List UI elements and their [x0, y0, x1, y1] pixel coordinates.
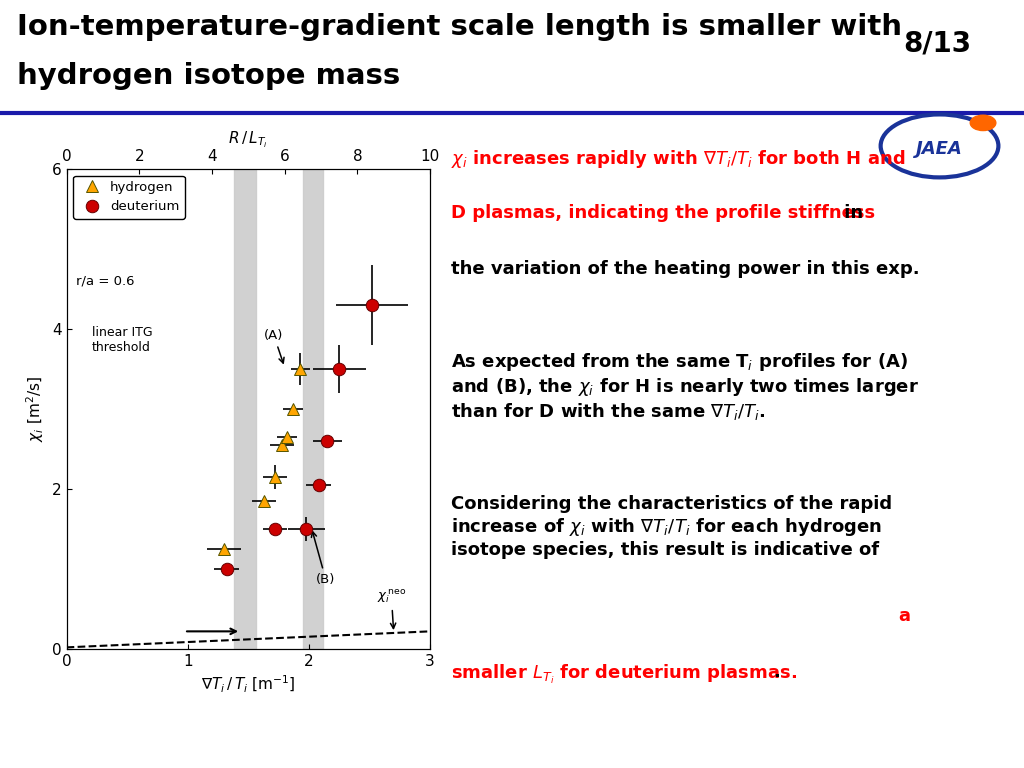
Text: r/a = 0.6: r/a = 0.6	[76, 275, 135, 288]
Bar	[303, 169, 324, 649]
Text: D plasmas, indicating the profile stiffness: D plasmas, indicating the profile stiffn…	[451, 204, 874, 222]
Legend: hydrogen, deuterium: hydrogen, deuterium	[73, 176, 184, 219]
Text: a: a	[898, 607, 910, 625]
X-axis label: $\nabla T_i\,/\,T_i\ [\mathrm{m}^{-1}]$: $\nabla T_i\,/\,T_i\ [\mathrm{m}^{-1}]$	[201, 674, 296, 696]
Text: hydrogen isotope mass: hydrogen isotope mass	[17, 61, 400, 90]
Text: 8/13: 8/13	[903, 29, 971, 58]
Text: the variation of the heating power in this exp.: the variation of the heating power in th…	[451, 260, 920, 278]
Text: smaller $L_{T_i}$ for deuterium plasmas.: smaller $L_{T_i}$ for deuterium plasmas.	[451, 663, 797, 686]
Y-axis label: $\chi_i\ [\mathrm{m}^2/\mathrm{s}]$: $\chi_i\ [\mathrm{m}^2/\mathrm{s}]$	[25, 376, 46, 442]
Text: JAEA: JAEA	[916, 140, 963, 158]
Text: linear ITG
threshold: linear ITG threshold	[92, 326, 153, 354]
Text: $\chi_i^{\,\mathrm{neo}}$: $\chi_i^{\,\mathrm{neo}}$	[377, 588, 406, 628]
Text: (A): (A)	[264, 329, 284, 363]
Text: .: .	[773, 663, 780, 680]
Circle shape	[971, 115, 995, 131]
X-axis label: $R\,/\,L_{T_i}$: $R\,/\,L_{T_i}$	[228, 130, 268, 150]
Text: As expected from the same T$_i$ profiles for (A)
and (B), the $\chi_i$ for H is : As expected from the same T$_i$ profiles…	[451, 350, 919, 422]
Text: Ion-temperature-gradient scale length is smaller with: Ion-temperature-gradient scale length is…	[17, 13, 902, 41]
Text: Considering the characteristics of the rapid
increase of $\chi_i$ with $\nabla T: Considering the characteristics of the r…	[451, 495, 892, 558]
Text: (B): (B)	[311, 531, 336, 586]
Text: $\chi_i$ increases rapidly with $\nabla T_i/T_i$ for both H and: $\chi_i$ increases rapidly with $\nabla …	[451, 147, 905, 170]
Text: in: in	[838, 204, 863, 222]
Bar	[233, 169, 256, 649]
